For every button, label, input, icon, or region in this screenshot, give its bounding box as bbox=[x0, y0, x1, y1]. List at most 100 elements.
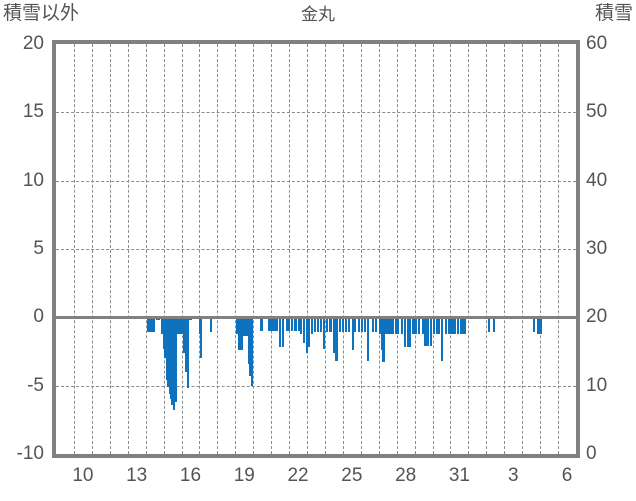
bar bbox=[380, 317, 383, 351]
x-tick-label: 6 bbox=[561, 465, 573, 486]
bar bbox=[378, 317, 381, 334]
y-tick-label-right: 40 bbox=[586, 169, 608, 191]
bar bbox=[179, 317, 182, 334]
bar bbox=[323, 317, 326, 349]
bar bbox=[268, 317, 271, 331]
bar bbox=[339, 317, 342, 333]
y-tick-label-left: 5 bbox=[33, 238, 44, 259]
right-axis-title: 積雪 bbox=[594, 3, 633, 24]
horizontal-gridline bbox=[56, 385, 576, 387]
bar bbox=[310, 317, 313, 334]
bar bbox=[146, 317, 149, 333]
bar bbox=[414, 317, 418, 334]
bar bbox=[385, 317, 388, 334]
bar bbox=[540, 317, 543, 334]
y-tick-label-right: 30 bbox=[586, 238, 608, 259]
x-tick-label: 22 bbox=[287, 465, 309, 486]
bar bbox=[151, 317, 154, 333]
bar bbox=[186, 317, 190, 389]
bar bbox=[168, 317, 171, 394]
bar bbox=[429, 317, 433, 347]
bar bbox=[401, 317, 404, 334]
bar bbox=[281, 317, 284, 348]
bar bbox=[199, 317, 202, 359]
bar bbox=[445, 317, 448, 334]
bar bbox=[454, 317, 457, 334]
bar bbox=[441, 317, 444, 362]
bar bbox=[244, 317, 248, 337]
bar bbox=[164, 317, 167, 359]
y-tick-label-right: 20 bbox=[586, 306, 608, 328]
bar bbox=[325, 317, 329, 333]
bar bbox=[237, 317, 240, 351]
bar bbox=[335, 317, 338, 362]
bar bbox=[183, 317, 186, 353]
bar bbox=[409, 317, 412, 348]
bar bbox=[240, 317, 243, 351]
bar bbox=[260, 317, 263, 331]
bar bbox=[382, 317, 385, 363]
bar bbox=[297, 317, 300, 331]
bar bbox=[161, 317, 164, 334]
bar bbox=[273, 317, 276, 331]
bar bbox=[181, 317, 184, 334]
plot-inner bbox=[56, 44, 576, 454]
bar bbox=[448, 317, 451, 334]
y-tick-label-left: 0 bbox=[33, 306, 44, 328]
y-tick-label-right: 0 bbox=[586, 443, 597, 464]
bar bbox=[432, 317, 436, 334]
bar bbox=[170, 317, 173, 400]
bar bbox=[438, 317, 441, 334]
bar bbox=[239, 317, 242, 351]
y-tick-label-right: 10 bbox=[586, 374, 608, 396]
bar bbox=[363, 317, 366, 333]
bar bbox=[358, 317, 361, 333]
x-tick-label: 31 bbox=[448, 465, 471, 486]
y-tick-label-left: -10 bbox=[16, 443, 44, 464]
horizontal-gridline bbox=[56, 249, 576, 250]
y-tick-label-left: -5 bbox=[27, 374, 44, 396]
bar bbox=[275, 317, 278, 331]
bar bbox=[279, 317, 282, 348]
y-tick-label-left: 20 bbox=[22, 33, 44, 54]
bar bbox=[421, 317, 424, 334]
bar bbox=[374, 317, 377, 333]
bar bbox=[351, 317, 354, 351]
plot-area bbox=[52, 40, 580, 458]
bar bbox=[532, 317, 536, 333]
bar bbox=[342, 317, 345, 333]
bar bbox=[460, 317, 463, 334]
bar bbox=[176, 317, 179, 334]
bar bbox=[492, 317, 495, 333]
bar-series bbox=[56, 44, 576, 454]
y-tick-label-left: 15 bbox=[22, 101, 44, 123]
bar bbox=[344, 317, 347, 333]
horizontal-gridline bbox=[56, 180, 576, 182]
bar bbox=[435, 317, 438, 334]
bar bbox=[387, 317, 390, 334]
bar bbox=[250, 317, 253, 386]
bar bbox=[308, 317, 311, 348]
bar bbox=[329, 317, 332, 333]
bar bbox=[300, 317, 303, 334]
bar bbox=[294, 317, 297, 331]
bar bbox=[271, 317, 274, 331]
bar bbox=[457, 317, 460, 334]
bar bbox=[463, 317, 466, 334]
bar bbox=[165, 317, 168, 381]
bar bbox=[397, 317, 400, 334]
bar bbox=[167, 317, 170, 388]
bar bbox=[451, 317, 454, 334]
bar bbox=[488, 317, 491, 333]
bar bbox=[314, 317, 317, 333]
bar bbox=[354, 317, 357, 333]
bar bbox=[172, 317, 176, 411]
bar bbox=[391, 317, 394, 334]
left-axis-title: 積雪以外 bbox=[3, 3, 80, 24]
bar bbox=[210, 317, 213, 333]
bar bbox=[303, 317, 306, 344]
zero-axis-line bbox=[56, 316, 576, 320]
chart-title: 金丸 bbox=[301, 5, 335, 24]
y-tick-label-right: 50 bbox=[586, 101, 608, 123]
